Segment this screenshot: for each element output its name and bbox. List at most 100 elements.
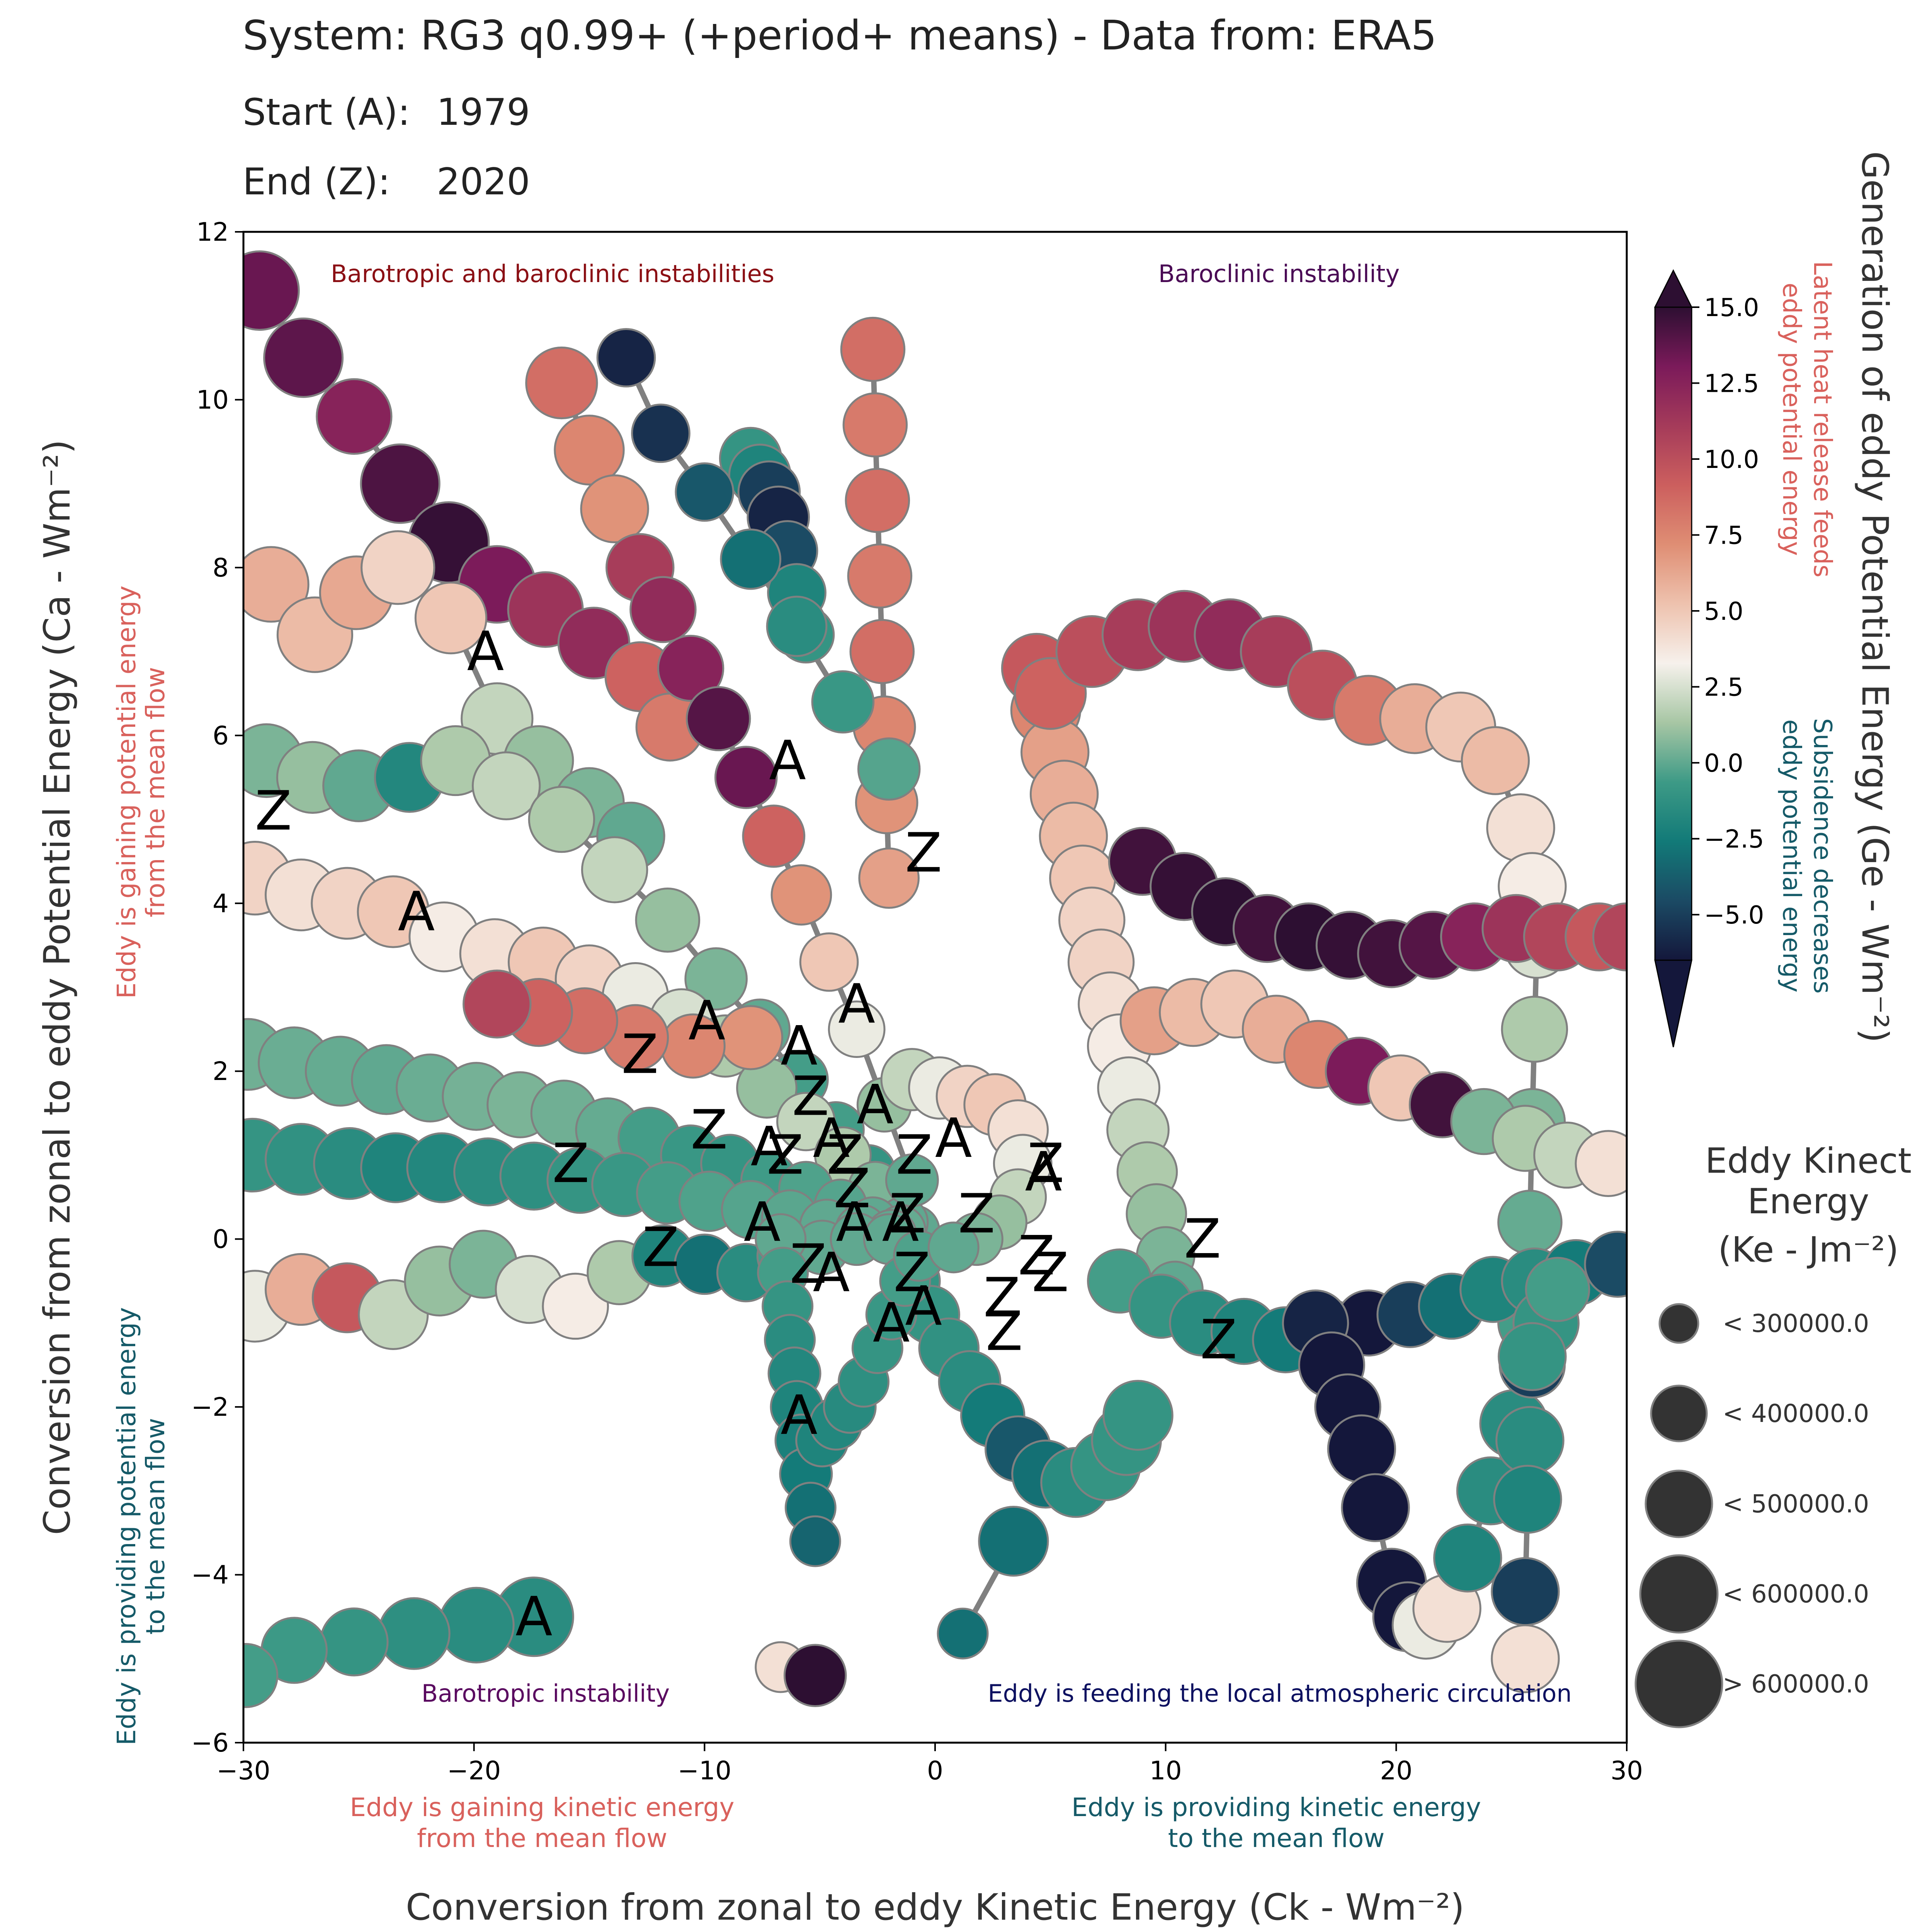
- end-marker: Z: [893, 1242, 930, 1304]
- x-tick-label: −30: [216, 1756, 270, 1786]
- data-point: [927, 1221, 980, 1274]
- data-point: [263, 317, 344, 398]
- end-marker: Z: [690, 1099, 728, 1162]
- data-point: [1341, 1473, 1410, 1542]
- data-point: [766, 595, 828, 657]
- data-point: [1501, 995, 1568, 1063]
- start-marker: A: [836, 1191, 873, 1254]
- end-marker: Z: [790, 1233, 827, 1296]
- colorbar-tick-label: 10.0: [1704, 446, 1759, 474]
- data-point: [858, 847, 920, 909]
- data-point: [361, 530, 435, 605]
- end-marker: Z: [792, 1065, 829, 1128]
- chart-title: System: RG3 q0.99+ (+period+ means) - Da…: [243, 12, 1437, 59]
- start-marker: A: [781, 1384, 818, 1447]
- y-annotation-upper-line2: from the mean flow: [141, 667, 170, 917]
- data-point: [842, 392, 908, 457]
- data-point: [828, 1000, 886, 1058]
- data-point: [811, 670, 875, 734]
- colorbar-tick-label: 0.0: [1704, 749, 1743, 778]
- x-tick-label: −20: [447, 1756, 501, 1786]
- y-axis-label: Conversion from zonal to eddy Potential …: [36, 439, 78, 1535]
- data-point: [243, 250, 300, 331]
- colorbar-annotation-top-line1: Latent heat release feeds: [1808, 261, 1837, 578]
- colorbar-tick-label: 12.5: [1704, 370, 1759, 398]
- colorbar-label: Generation of eddy Potential Energy (Ge …: [1854, 151, 1896, 1043]
- x-tick-label: 0: [927, 1756, 943, 1786]
- x-axis-ticks: −30 −20 −10 0 10 20 30: [216, 1743, 1643, 1786]
- size-legend-label: < 400000.0: [1723, 1400, 1869, 1428]
- colorbar-annotation-bottom-line2: eddy potential energy: [1777, 719, 1806, 993]
- end-marker: Z: [767, 1124, 804, 1187]
- x-tick-label: 10: [1150, 1756, 1182, 1786]
- size-legend-title-line2: Energy: [1747, 1181, 1869, 1222]
- y-tick-label: −2: [191, 1392, 229, 1422]
- start-marker: A: [398, 881, 435, 944]
- colorbar-annotation-top-line2: eddy potential energy: [1777, 283, 1806, 556]
- start-value: 1979: [437, 91, 530, 134]
- end-marker: Z: [642, 1216, 679, 1279]
- end-marker: Z: [1200, 1308, 1237, 1371]
- end-marker: Z: [983, 1267, 1020, 1330]
- data-points-layer: [243, 250, 1627, 1708]
- data-point: [845, 468, 910, 533]
- start-label: Start (A):: [243, 91, 410, 134]
- size-legend-title-line3: (Ke - Jm⁻²): [1718, 1230, 1899, 1270]
- data-point: [316, 378, 393, 455]
- size-legend-entries: < 300000.0 < 400000.0 < 500000.0 < 600000.0…: [1634, 1303, 1869, 1728]
- quadrant-label-bottom-left: Barotropic instability: [422, 1679, 670, 1708]
- start-marker: A: [751, 1116, 788, 1179]
- data-point: [720, 528, 781, 590]
- data-point: [1584, 1231, 1627, 1298]
- end-value: 2020: [437, 161, 530, 203]
- end-marker: Z: [896, 1124, 933, 1187]
- data-point: [675, 462, 735, 522]
- data-point: [525, 346, 598, 420]
- size-legend-marker: [1650, 1384, 1708, 1442]
- end-marker: Z: [958, 1183, 995, 1246]
- start-marker: A: [873, 1292, 910, 1355]
- data-point: [1102, 1380, 1173, 1451]
- size-legend: Eddy Kinect Energy (Ke - Jm⁻²) < 300000.…: [1634, 1141, 1912, 1728]
- data-point: [1433, 1523, 1502, 1593]
- end-marker: Z: [1027, 1132, 1064, 1195]
- y-tick-label: 8: [213, 553, 229, 583]
- end-marker: Z: [1184, 1208, 1221, 1271]
- start-marker: A: [467, 620, 504, 683]
- data-point: [463, 969, 532, 1039]
- colorbar-ticks: 15.0 12.5 10.0 7.5 5.0 2.5 0.0 −2.5 −5.0: [1692, 294, 1764, 930]
- data-point: [770, 864, 832, 926]
- quadrant-label-top-right: Baroclinic instability: [1158, 260, 1400, 288]
- x-tick-label: 20: [1380, 1756, 1412, 1786]
- y-annotation-lower-line1: Eddy is providing potential energy: [112, 1307, 141, 1745]
- y-tick-label: −4: [191, 1560, 229, 1590]
- size-legend-marker: [1634, 1639, 1723, 1728]
- data-point: [714, 746, 778, 809]
- end-marker: Z: [552, 1132, 589, 1195]
- y-tick-label: 4: [213, 889, 229, 918]
- data-point: [360, 443, 440, 524]
- end-marker: Z: [905, 821, 942, 884]
- data-point: [840, 316, 906, 382]
- colorbar-tick-label: 7.5: [1704, 522, 1743, 550]
- data-point: [847, 543, 913, 609]
- data-point: [1486, 793, 1555, 862]
- start-marker: A: [882, 1191, 919, 1254]
- data-point: [885, 1153, 939, 1208]
- data-point: [243, 546, 310, 623]
- start-marker: A: [813, 1107, 850, 1170]
- end-marker: Z: [1018, 1225, 1055, 1287]
- data-point: [857, 737, 921, 801]
- colorbar-body: [1654, 306, 1692, 961]
- data-point: [657, 634, 724, 702]
- start-marker: A: [857, 1073, 894, 1136]
- data-point: [243, 1643, 279, 1708]
- colorbar-tick-label: 2.5: [1704, 673, 1743, 702]
- data-point: [1491, 1557, 1560, 1626]
- data-point: [1498, 1322, 1567, 1391]
- start-marker: A: [935, 1107, 972, 1170]
- end-marker: Z: [889, 1183, 926, 1246]
- start-marker: A: [838, 973, 875, 1036]
